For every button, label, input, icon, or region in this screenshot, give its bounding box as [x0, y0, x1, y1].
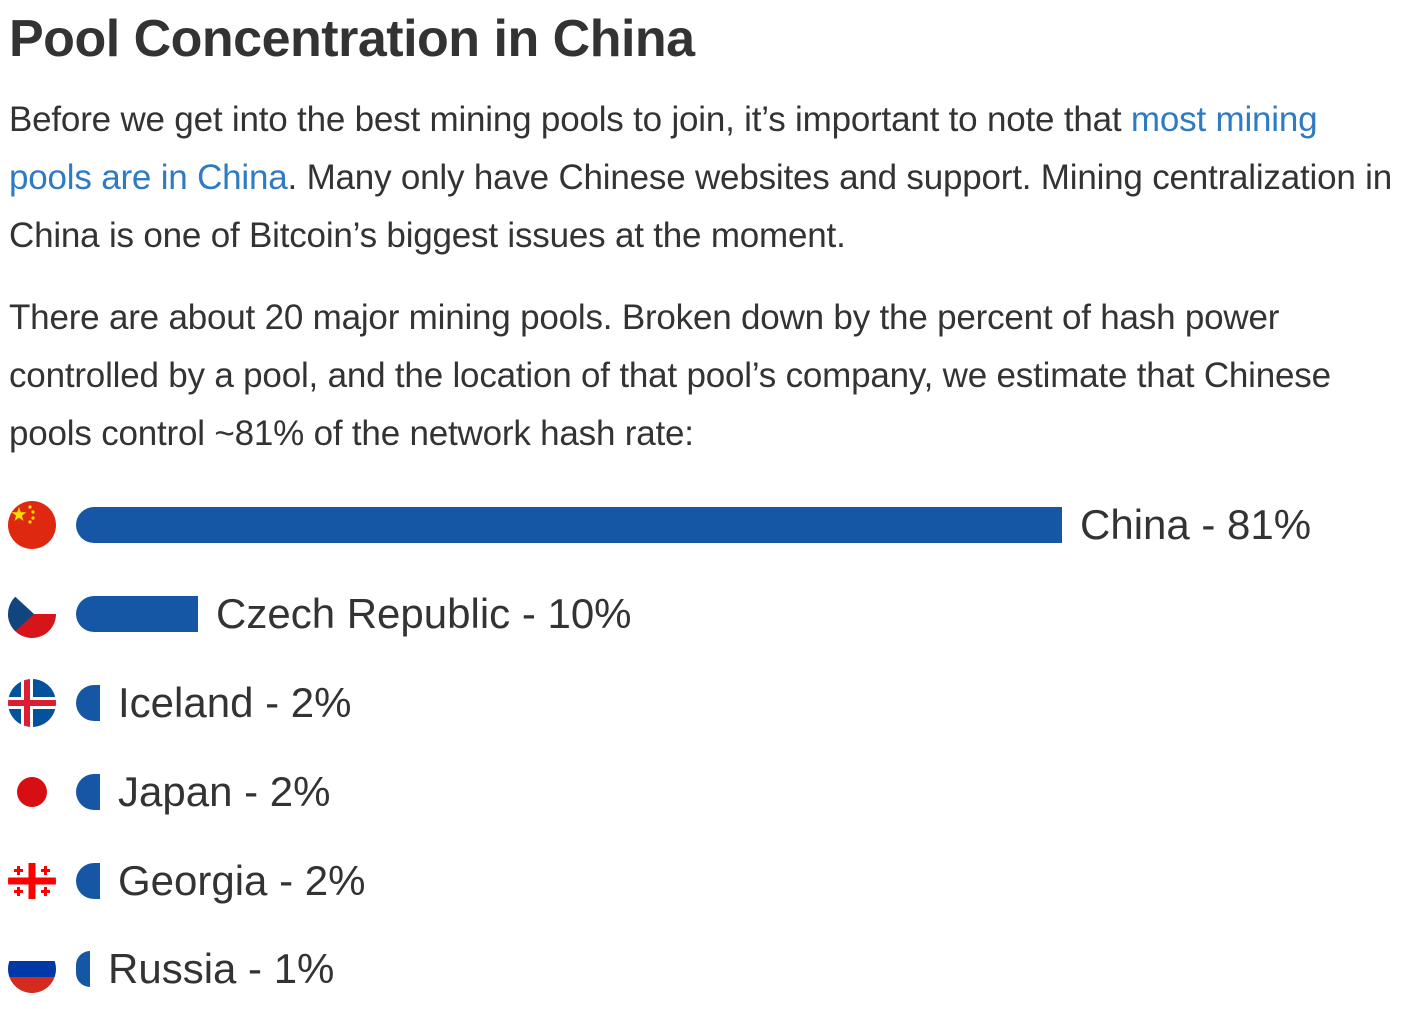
bar-row-iceland: Iceland - 2% [0, 668, 1415, 738]
russia-flag-icon [8, 945, 56, 993]
bar-label: China - 81% [1080, 501, 1312, 548]
bar-label: Czech Republic - 10% [216, 590, 632, 637]
intro-text-end: . Many only have Chinese websites and su… [9, 158, 1392, 255]
mining-pools-china-link[interactable]: most mining pools are in China [9, 100, 1318, 197]
georgia-flag-icon [8, 857, 56, 905]
bar-row-russia: Russia - 1% [0, 934, 1415, 1004]
japan-flag-icon [8, 768, 56, 816]
bar [76, 863, 100, 899]
intro-paragraph: Before we get into the best mining pools… [9, 91, 1409, 265]
bar-label: Georgia - 2% [118, 857, 366, 904]
estimate-paragraph: There are about 20 major mining pools. B… [9, 298, 1331, 453]
bar-row-china: China - 81% [0, 490, 1415, 560]
bar-row-japan: Japan - 2% [0, 757, 1415, 827]
bar-row-georgia: Georgia - 2% [0, 846, 1415, 916]
iceland-flag-icon [8, 679, 56, 727]
bar-row-czech-republic: Czech Republic - 10% [0, 579, 1415, 649]
bar [76, 507, 1062, 543]
bar-label: Japan - 2% [118, 768, 331, 815]
bar-label: Russia - 1% [108, 945, 335, 992]
bar-label: Iceland - 2% [118, 679, 352, 726]
czech-flag-icon [8, 590, 56, 638]
page-title: Pool Concentration in China [9, 10, 695, 68]
bar [76, 596, 198, 632]
bar [76, 774, 100, 810]
china-flag-icon [8, 501, 56, 549]
bar [76, 951, 90, 987]
intro-text-start: Before we get into the best mining pools… [9, 100, 1131, 139]
bar [76, 685, 100, 721]
